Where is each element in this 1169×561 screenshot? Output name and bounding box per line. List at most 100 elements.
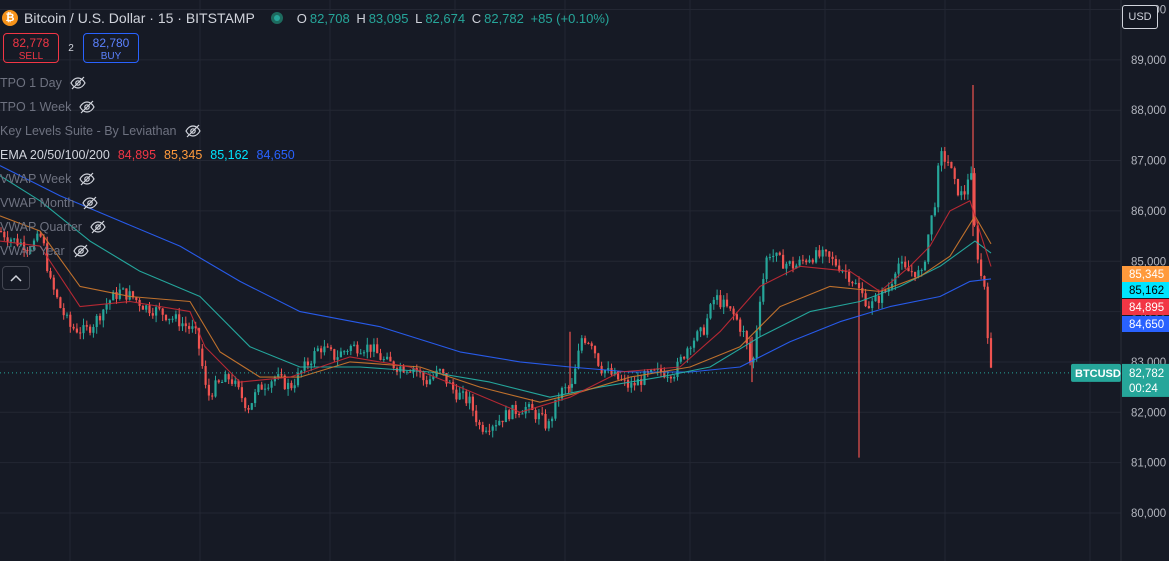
collapse-legend-button[interactable] xyxy=(2,266,30,290)
candle-body xyxy=(848,271,851,282)
hidden-eye-icon[interactable] xyxy=(82,196,99,210)
indicator-vwap-week[interactable]: VWAP Week xyxy=(0,167,295,191)
candle-body xyxy=(960,191,963,196)
candle-body xyxy=(699,327,702,332)
candle-body xyxy=(861,288,864,294)
price-tick-label: 88,000 xyxy=(1131,105,1166,117)
candle-body xyxy=(567,387,570,389)
candle-body xyxy=(112,291,115,301)
indicator-tpo-1-day[interactable]: TPO 1 Day xyxy=(0,71,295,95)
candle-body xyxy=(108,300,111,305)
candle-body xyxy=(452,382,455,390)
candle-body xyxy=(465,391,468,404)
candle-body xyxy=(329,347,333,350)
indicator-ema[interactable]: EMA 20/50/100/200 84,895 85,345 85,162 8… xyxy=(0,148,295,162)
candle-body xyxy=(141,305,144,310)
candle-body xyxy=(52,277,55,290)
indicator-vwap-month[interactable]: VWAP Month xyxy=(0,191,295,215)
candle-body xyxy=(914,271,917,277)
candle-body xyxy=(29,249,32,251)
price-axis-labels: 85,345 85,162 84,895 84,650 BTCUSD 82,782 00:2… xyxy=(1071,266,1169,397)
ema-price-label-bg xyxy=(1122,266,1169,282)
candle-body xyxy=(221,381,224,383)
candle-body xyxy=(679,356,682,362)
candle-body xyxy=(151,313,154,316)
candle-body xyxy=(963,191,966,195)
hidden-eye-icon[interactable] xyxy=(184,124,201,138)
candle-body xyxy=(36,233,39,241)
price-axis[interactable]: 90,00089,00088,00087,00086,00085,00084,0… xyxy=(1131,5,1166,521)
candle-body xyxy=(973,173,976,226)
ema-lines xyxy=(0,165,1121,413)
price-tick-label: 82,000 xyxy=(1131,407,1166,419)
ema20-line xyxy=(0,200,992,413)
candle-body xyxy=(834,258,837,266)
candle-body xyxy=(56,289,59,298)
candle-body xyxy=(376,344,379,354)
candle-body xyxy=(432,376,435,380)
candle-body xyxy=(204,366,207,385)
candle-body xyxy=(782,254,785,269)
candle-body xyxy=(890,283,894,289)
hidden-eye-icon[interactable] xyxy=(72,244,89,258)
candle-body xyxy=(158,307,161,309)
candle-body xyxy=(511,404,514,420)
indicator-vwap-quarter[interactable]: VWAP Quarter xyxy=(0,215,295,239)
candle-body xyxy=(310,363,313,366)
candle-body xyxy=(455,389,458,400)
candle-body xyxy=(547,421,550,429)
current-price-label-bg xyxy=(1122,363,1169,397)
candle-body xyxy=(587,342,590,344)
candle-body xyxy=(749,343,752,363)
candle-body xyxy=(831,256,834,259)
candle-body xyxy=(244,398,247,408)
candle-body xyxy=(3,231,6,238)
candle-body xyxy=(6,237,9,242)
candle-body xyxy=(92,327,95,333)
candle-body xyxy=(300,370,303,373)
candle-body xyxy=(168,318,171,321)
currency-selector[interactable]: USD xyxy=(1122,5,1158,29)
indicator-tpo-1-week[interactable]: TPO 1 Week xyxy=(0,95,295,119)
candle-body xyxy=(313,351,316,364)
hidden-eye-icon[interactable] xyxy=(70,76,86,90)
candle-body xyxy=(105,304,108,310)
buy-button[interactable]: 82,780 BUY xyxy=(83,33,139,63)
price-tick-label: 85,000 xyxy=(1131,256,1166,268)
hidden-eye-icon[interactable] xyxy=(79,100,96,114)
candle-body xyxy=(485,430,488,432)
candle-body xyxy=(468,396,471,404)
candle-body xyxy=(9,239,12,242)
hidden-eye-icon[interactable] xyxy=(90,220,106,234)
candle-body xyxy=(818,250,821,257)
candle-body xyxy=(412,368,415,373)
candle-body xyxy=(65,314,69,316)
symbol-title[interactable]: Bitcoin / U.S. Dollar · 15 · BITSTAMP xyxy=(24,10,255,26)
candle-body xyxy=(280,374,283,376)
candle-body xyxy=(369,344,372,352)
candle-body xyxy=(171,318,174,320)
candle-body xyxy=(346,351,349,353)
candle-body xyxy=(795,265,798,269)
candle-body xyxy=(867,306,870,309)
candle-body xyxy=(854,282,857,284)
market-status-icon[interactable] xyxy=(270,12,283,24)
candle-body xyxy=(131,291,135,298)
candle-body xyxy=(164,314,168,321)
candle-body xyxy=(976,225,979,260)
sell-button[interactable]: 82,778 SELL xyxy=(3,33,59,63)
indicator-vwap-year[interactable]: VWAP Year xyxy=(0,239,295,263)
hidden-eye-icon[interactable] xyxy=(79,172,96,186)
candle-body xyxy=(593,346,597,354)
indicator-key-levels[interactable]: Key Levels Suite - By Leviathan xyxy=(0,119,295,143)
candle-body xyxy=(527,404,531,407)
candle-body xyxy=(943,151,946,162)
candle-body xyxy=(72,326,75,329)
candle-body xyxy=(214,380,217,397)
candle-body xyxy=(316,348,319,352)
candle-body xyxy=(725,299,729,307)
candle-body xyxy=(283,375,286,390)
candle-body xyxy=(356,344,359,354)
candle-body xyxy=(580,338,583,351)
